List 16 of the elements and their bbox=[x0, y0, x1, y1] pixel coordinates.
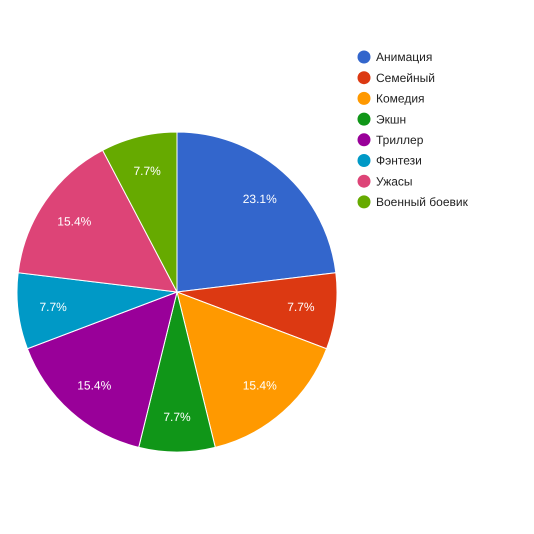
data-label: 7.7% bbox=[39, 300, 68, 314]
legend-label: Фэнтези bbox=[376, 154, 422, 168]
data-label: 15.4% bbox=[77, 378, 112, 393]
data-label: 15.4% bbox=[57, 214, 92, 228]
legend-label: Триллер bbox=[376, 133, 424, 147]
data-label: 15.4% bbox=[242, 378, 278, 393]
legend-label: Экшн bbox=[376, 112, 406, 126]
legend-label: Ужасы bbox=[376, 174, 413, 188]
data-label: 23.1% bbox=[242, 192, 278, 206]
data-label: 7.7% bbox=[163, 410, 191, 424]
data-label: 7.7% bbox=[133, 164, 162, 178]
legend-label: Военный боевик bbox=[376, 195, 469, 210]
data-label: 7.7% bbox=[287, 300, 315, 314]
legend-label: Анимация bbox=[376, 50, 432, 64]
legend-label: Семейный bbox=[376, 70, 435, 85]
legend-label: Комедия bbox=[376, 92, 425, 106]
